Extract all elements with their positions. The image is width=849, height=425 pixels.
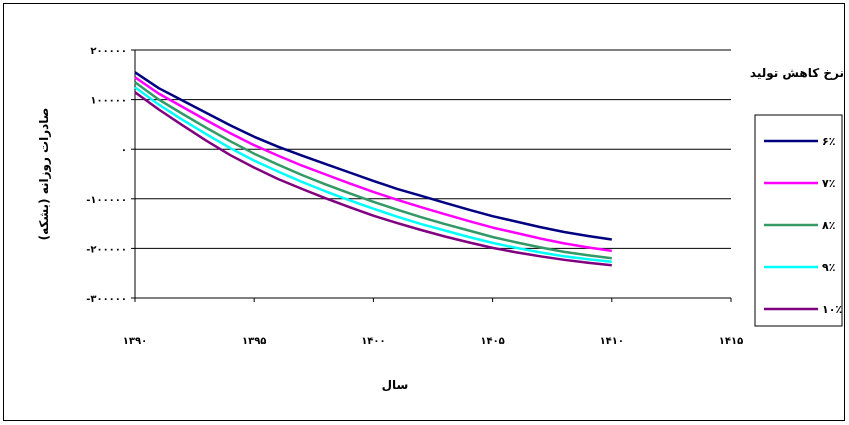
series-line-5	[134, 91, 612, 267]
y-tick-label-4: -۲۰۰۰۰۰	[86, 244, 127, 255]
y-tick-label-5: -۳۰۰۰۰۰	[86, 294, 127, 305]
y-tick-label-2: ۰	[121, 145, 127, 156]
y-tick-label-3: -۱۰۰۰۰۰	[86, 195, 127, 206]
x-axis-title: سال	[382, 378, 409, 392]
x-tick-label-2: ۱۴۰۰	[361, 336, 385, 347]
chart-frame	[3, 3, 845, 421]
y-tick-label-0: ۲۰۰۰۰۰	[90, 46, 127, 57]
legend-title: نرخ کاهش تولید	[750, 66, 844, 81]
x-tick-label-3: ۱۴۰۵	[480, 336, 504, 347]
axes	[134, 50, 731, 299]
series-line-4	[134, 86, 612, 264]
legend-label-1: ۶٪	[822, 135, 835, 148]
legend: ۶٪ ۷٪ ۸٪ ۹٪ ۱۰٪	[764, 135, 842, 316]
x-tick-labels: ۱۳۹۰ ۱۳۹۵ ۱۴۰۰ ۱۴۰۵ ۱۴۱۰ ۱۴۱۵	[123, 298, 743, 347]
legend-label-2: ۷٪	[822, 177, 835, 190]
x-tick-label-1: ۱۳۹۵	[242, 336, 266, 347]
series-lines	[134, 71, 612, 267]
x-tick-label-5: ۱۴۱۵	[719, 336, 743, 347]
legend-label-5: ۱۰٪	[822, 303, 842, 316]
y-tick-label-1: ۱۰۰۰۰۰	[90, 96, 127, 107]
series-line-2	[134, 76, 612, 253]
y-axis-title: صادرات روزانه (بشکه)	[37, 108, 52, 241]
x-tick-label-4: ۱۴۱۰	[600, 336, 624, 347]
x-tick-label-0: ۱۳۹۰	[123, 336, 147, 347]
legend-label-3: ۸٪	[822, 219, 835, 232]
y-tick-labels: ۲۰۰۰۰۰ ۱۰۰۰۰۰ ۰ -۱۰۰۰۰۰ -۲۰۰۰۰۰ -۳۰۰۰۰۰	[86, 46, 135, 305]
series-line-3	[134, 81, 612, 260]
legend-box	[754, 114, 843, 327]
grid-lines	[135, 49, 731, 299]
legend-label-4: ۹٪	[822, 261, 835, 274]
series-line-1	[134, 71, 612, 241]
